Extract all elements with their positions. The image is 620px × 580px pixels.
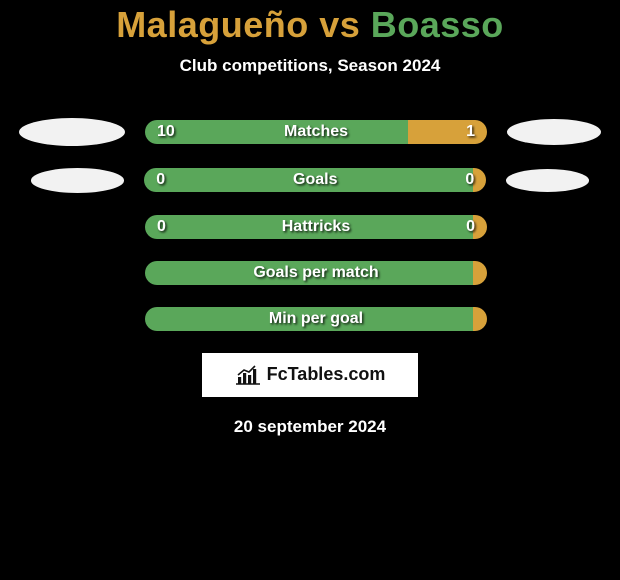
badge-text: FcTables.com (267, 364, 386, 385)
stat-bar: 00Goals (144, 168, 486, 192)
team-a-ellipse (19, 118, 125, 146)
stat-row: 00Goals (0, 168, 620, 193)
team-b-ellipse (507, 119, 601, 145)
stat-label: Hattricks (145, 215, 487, 239)
stat-row: Goals per match (0, 261, 620, 285)
stat-bar: Min per goal (145, 307, 487, 331)
team-a-name: Malagueño (116, 4, 309, 45)
page-title: Malagueño vs Boasso (0, 4, 620, 46)
stat-label: Min per goal (145, 307, 487, 331)
stat-rows: 101Matches 00Goals 00Hattricks Goals per ma… (0, 118, 620, 331)
vs-separator: vs (309, 4, 371, 45)
stat-label: Matches (145, 120, 487, 144)
subtitle: Club competitions, Season 2024 (0, 56, 620, 76)
stat-row: Min per goal (0, 307, 620, 331)
stat-bar: 00Hattricks (145, 215, 487, 239)
chart-icon (235, 365, 261, 385)
stat-label: Goals (144, 168, 486, 192)
stats-infographic: Malagueño vs Boasso Club competitions, S… (0, 0, 620, 437)
team-b-name: Boasso (371, 4, 504, 45)
team-a-ellipse (31, 168, 124, 193)
stat-label: Goals per match (145, 261, 487, 285)
stat-row: 101Matches (0, 118, 620, 146)
date: 20 september 2024 (0, 417, 620, 437)
team-b-ellipse (506, 169, 589, 192)
stat-bar: 101Matches (145, 120, 487, 144)
fctables-badge: FcTables.com (202, 353, 418, 397)
stat-bar: Goals per match (145, 261, 487, 285)
stat-row: 00Hattricks (0, 215, 620, 239)
